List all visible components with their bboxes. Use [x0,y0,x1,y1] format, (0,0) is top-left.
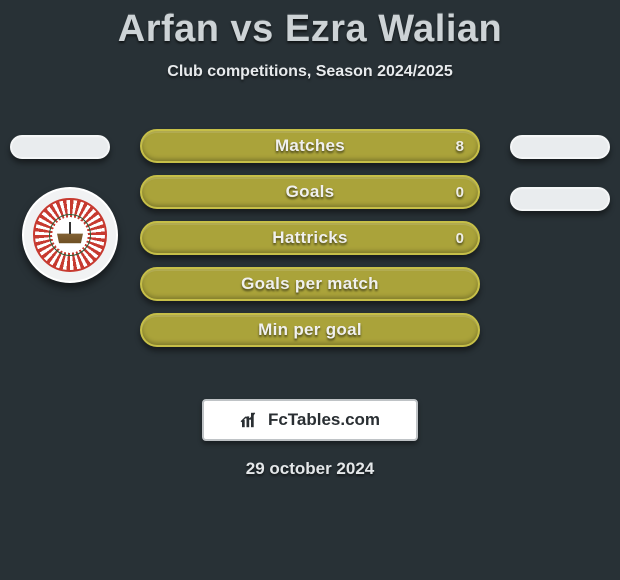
brand-text: FcTables.com [268,410,380,430]
stat-label: Goals per match [241,274,379,294]
snapshot-date: 29 october 2024 [0,459,620,479]
stat-label: Goals [286,182,335,202]
stat-row-goals: Goals 0 [140,175,480,209]
stat-label: Hattricks [272,228,347,248]
stat-value-right: 0 [456,184,464,201]
player-photo-left [10,135,110,159]
stat-row-goals-per-match: Goals per match [140,267,480,301]
comparison-stage: Matches 8 Goals 0 Hattricks 0 Goals per … [0,119,620,379]
stats-bars: Matches 8 Goals 0 Hattricks 0 Goals per … [140,129,480,347]
stat-value-right: 8 [456,138,464,155]
stat-row-min-per-goal: Min per goal [140,313,480,347]
club-crest-graphic [33,198,107,272]
crest-mast-icon [69,222,71,234]
page-title: Arfan vs Ezra Walian [0,0,620,51]
club-crest-left [22,187,118,283]
stat-row-matches: Matches 8 [140,129,480,163]
player-photo-right-2 [510,187,610,211]
stat-value-right: 0 [456,230,464,247]
bar-chart-icon [240,411,262,429]
crest-ship-icon [57,229,83,243]
player-photo-right [510,135,610,159]
subtitle: Club competitions, Season 2024/2025 [0,63,620,81]
brand-badge[interactable]: FcTables.com [202,399,418,441]
stat-label: Min per goal [258,320,362,340]
stat-label: Matches [275,136,345,156]
stat-row-hattricks: Hattricks 0 [140,221,480,255]
